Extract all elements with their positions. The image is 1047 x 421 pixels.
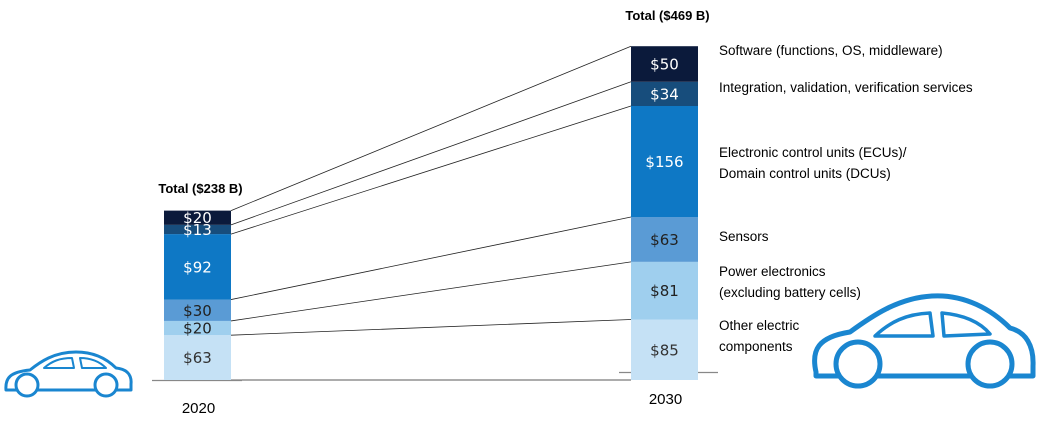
year-label-2030: 2030	[649, 391, 682, 408]
connector-line-3	[230, 216, 632, 300]
segment-label-2030-2: $63	[650, 231, 679, 249]
connector-line-1	[230, 319, 632, 336]
segment-label-2020-1: $20	[183, 320, 212, 338]
car-icon-small	[4, 350, 133, 398]
segment-label-2030-1: $81	[650, 282, 679, 300]
labels: $63$20$30$92$13$20$85$81$63$156$34$50Tot…	[158, 8, 973, 417]
bar-2030-series-2	[631, 217, 698, 262]
bar-2030-series-4	[631, 81, 698, 106]
connector-line-5	[230, 81, 632, 226]
total-label-2030: Total ($469 B)	[625, 8, 709, 23]
legend-label-3-0: Electronic control units (ECUs)/	[719, 145, 907, 160]
legend-label-4-0: Integration, validation, verification se…	[719, 80, 973, 95]
segment-label-2020-5: $20	[183, 209, 212, 227]
segment-label-2020-2: $30	[183, 302, 212, 320]
bar-2020-series-5	[164, 210, 231, 225]
connector-line-4	[230, 105, 632, 235]
connector-lines	[230, 45, 632, 381]
bar-2030-series-1	[631, 261, 698, 320]
legend-label-2-0: Sensors	[719, 229, 769, 244]
segment-label-2020-3: $92	[183, 258, 212, 276]
bar-2020-series-2	[164, 299, 231, 321]
segment-label-2030-4: $34	[650, 85, 679, 103]
legend-label-1-1: (excluding battery cells)	[719, 285, 861, 300]
bar-2020-series-1	[164, 320, 231, 336]
segment-label-2030-3: $156	[645, 153, 683, 171]
bars	[152, 46, 718, 382]
legend-label-0-0: Other electric	[719, 318, 800, 333]
legend-label-5-0: Software (functions, OS, middleware)	[719, 43, 943, 58]
legend-label-1-0: Power electronics	[719, 264, 826, 279]
connector-line-2	[230, 261, 632, 322]
segment-label-2020-0: $63	[183, 349, 212, 367]
segment-label-2030-0: $85	[650, 341, 679, 359]
bar-2020-series-3	[164, 234, 231, 300]
segment-label-2030-5: $50	[650, 56, 679, 74]
total-label-2020: Total ($238 B)	[158, 181, 242, 196]
bar-2030-series-0	[631, 319, 698, 380]
segment-label-2020-4: $13	[183, 221, 212, 239]
bar-2030-series-3	[631, 105, 698, 218]
bar-2020-series-4	[164, 224, 231, 235]
year-label-2020: 2020	[182, 400, 215, 417]
legend-label-0-1: components	[719, 339, 793, 354]
legend-label-3-1: Domain control units (DCUs)	[719, 166, 891, 181]
car-icon-large	[812, 293, 1036, 389]
connector-line-6	[230, 45, 632, 211]
bar-2030-series-5	[631, 46, 698, 82]
bar-2020-series-0	[164, 335, 231, 380]
